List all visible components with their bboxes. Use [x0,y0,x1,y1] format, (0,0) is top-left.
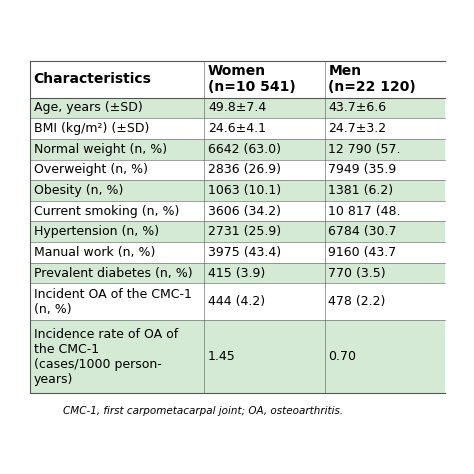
Bar [30,283,445,320]
Bar [30,221,445,242]
Bar [30,320,445,392]
Text: CMC-1, first carpometacarpal joint; OA, osteoarthritis.: CMC-1, first carpometacarpal joint; OA, … [63,406,343,416]
Text: Hypertension (n, %): Hypertension (n, %) [34,225,159,238]
Text: 43.7±6.6: 43.7±6.6 [328,101,386,115]
Bar [30,180,445,201]
Bar [30,201,445,221]
Text: 2836 (26.9): 2836 (26.9) [208,164,281,176]
Text: Normal weight (n, %): Normal weight (n, %) [34,143,167,156]
Text: 2731 (25.9): 2731 (25.9) [208,225,281,238]
Text: 3606 (34.2): 3606 (34.2) [208,205,281,218]
Text: 12 790 (57.: 12 790 (57. [328,143,401,156]
Text: 6642 (63.0): 6642 (63.0) [208,143,281,156]
Text: 6784 (30.7: 6784 (30.7 [328,225,397,238]
Text: BMI (kg/m²) (±SD): BMI (kg/m²) (±SD) [34,122,149,135]
Text: 1063 (10.1): 1063 (10.1) [208,184,281,197]
Text: Incidence rate of OA of
the CMC-1
(cases/1000 person-
years): Incidence rate of OA of the CMC-1 (cases… [34,328,178,385]
Bar [30,61,445,98]
Text: Overweight (n, %): Overweight (n, %) [34,164,147,176]
Text: 444 (4.2): 444 (4.2) [208,295,265,309]
Text: Current smoking (n, %): Current smoking (n, %) [34,205,179,218]
Bar [30,160,445,180]
Bar [30,263,445,283]
Text: 7949 (35.9: 7949 (35.9 [328,164,397,176]
Text: 770 (3.5): 770 (3.5) [328,266,386,280]
Text: 24.6±4.1: 24.6±4.1 [208,122,266,135]
Bar [30,98,445,118]
Text: Manual work (n, %): Manual work (n, %) [34,246,155,259]
Text: 415 (3.9): 415 (3.9) [208,266,265,280]
Text: 3975 (43.4): 3975 (43.4) [208,246,281,259]
Text: Obesity (n, %): Obesity (n, %) [34,184,123,197]
Text: 10 817 (48.: 10 817 (48. [328,205,401,218]
Text: Incident OA of the CMC-1
(n, %): Incident OA of the CMC-1 (n, %) [34,288,191,316]
Text: Characteristics: Characteristics [34,72,151,86]
Text: 24.7±3.2: 24.7±3.2 [328,122,386,135]
Text: 1.45: 1.45 [208,350,236,363]
Text: 0.70: 0.70 [328,350,356,363]
Text: Women
(n=10 541): Women (n=10 541) [208,64,296,94]
Text: 478 (2.2): 478 (2.2) [328,295,386,309]
Text: 49.8±7.4: 49.8±7.4 [208,101,266,115]
Text: Prevalent diabetes (n, %): Prevalent diabetes (n, %) [34,266,192,280]
Bar [30,139,445,160]
Text: 1381 (6.2): 1381 (6.2) [328,184,393,197]
Bar [30,118,445,139]
Text: Men
(n=22 120): Men (n=22 120) [328,64,416,94]
Text: Age, years (±SD): Age, years (±SD) [34,101,142,115]
Text: 9160 (43.7: 9160 (43.7 [328,246,397,259]
Bar [30,242,445,263]
